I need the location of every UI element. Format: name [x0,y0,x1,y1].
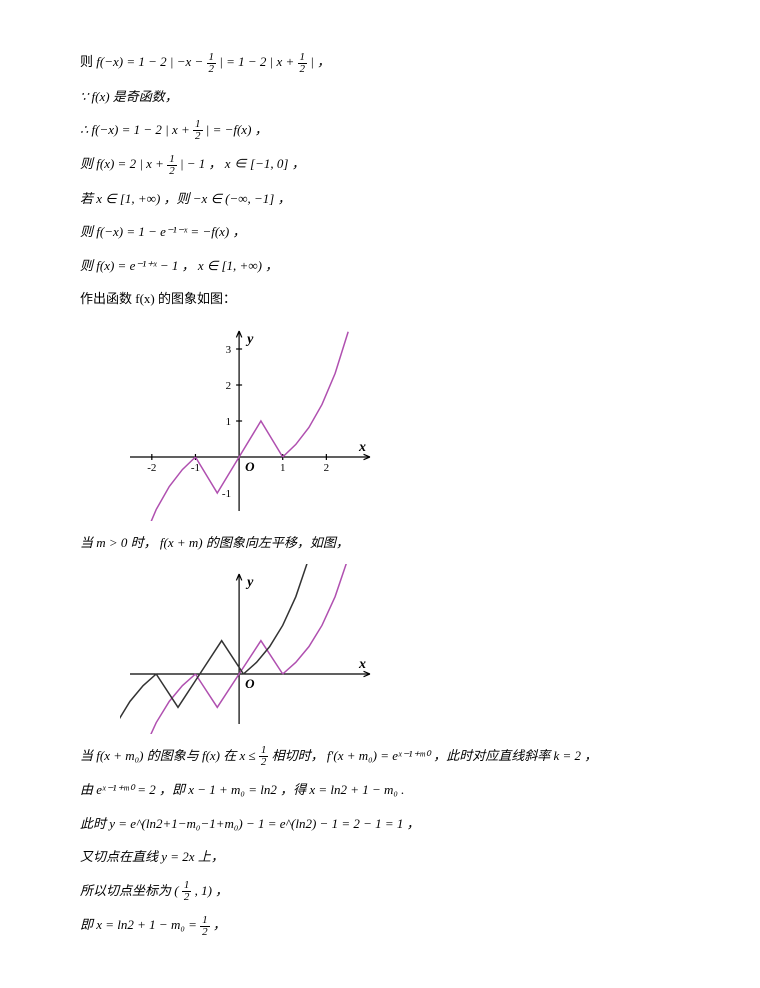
svg-text:x: x [358,440,366,455]
svg-text:3: 3 [226,344,232,356]
t: ∴ f(−x) = 1 − 2 | x + [80,122,193,137]
frac-half: 12 [298,52,308,75]
step-line-7: 则 f(x) = e⁻¹⁺ˣ − 1 ， x ∈ [1, +∞) ， [80,254,680,277]
t: f(−x) = 1 − 2 | −x − [96,54,206,69]
step-line-5: 若 x ∈ [1, +∞) ，则 −x ∈ (−∞, −1] ， [80,187,680,210]
svg-text:-1: -1 [191,462,200,474]
t: ， [210,917,226,932]
frac-half: 12 [259,745,269,768]
step-line-12: 此时 y = e^(ln2+1−m₀−1+m₀) − 1 = e^(ln2) −… [80,812,680,835]
frac-half: 12 [207,52,217,75]
d: 2 [259,757,269,768]
svg-text:1: 1 [280,462,286,474]
text: 则 f(x) = e⁻¹⁺ˣ − 1 ， x ∈ [1, +∞) ， [80,258,278,273]
svg-text:2: 2 [324,462,330,474]
step-line-15: 即 x = ln2 + 1 − m₀ = 12 ， [80,913,680,938]
text: 由 eˣ⁻¹⁺ᵐ⁰ = 2 ，即 x − 1 + m₀ = ln2 ，得 x =… [80,782,404,797]
step-line-2: ∵ f(x) 是奇函数， [80,85,680,108]
step-line-10: 当 f(x + m₀) 的图象与 f(x) 在 x ≤ 12 相切时， f′(x… [80,744,680,769]
n: 1 [298,52,308,64]
math: 则 f(x) = 2 | x + 12 | − 1 ， x ∈ [−1, 0] … [80,156,305,171]
text: ∵ f(x) 是奇函数， [80,89,178,104]
step-line-1: 则 f(−x) = 1 − 2 | −x − 12 | = 1 − 2 | x … [80,50,680,75]
text: 又切点在直线 y = 2x 上， [80,849,224,864]
text: 则 [80,54,96,69]
d: 2 [167,166,177,177]
svg-text:2: 2 [226,380,232,392]
d: 2 [182,892,192,903]
t: 即 x = ln2 + 1 − m₀ = [80,917,200,932]
math: 当 f(x + m₀) 的图象与 f(x) 在 x ≤ 12 相切时， f′(x… [80,748,597,763]
d: 2 [298,64,308,75]
step-line-8: 作出函数 f(x) 的图象如图： [80,287,680,310]
step-line-3: ∴ f(−x) = 1 − 2 | x + 12 | = −f(x) ， [80,118,680,143]
math: ∴ f(−x) = 1 − 2 | x + 12 | = −f(x) ， [80,122,268,137]
t: | − 1 ， x ∈ [−1, 0] ， [177,156,305,171]
frac-half: 12 [200,915,210,938]
svg-text:O: O [245,459,255,474]
frac-half: 12 [182,880,192,903]
d: 2 [200,927,210,938]
svg-text:O: O [245,676,255,691]
step-line-6: 则 f(−x) = 1 − e⁻¹⁻ˣ = −f(x) ， [80,220,680,243]
svg-text:-1: -1 [222,488,231,500]
step-line-11: 由 eˣ⁻¹⁺ᵐ⁰ = 2 ，即 x − 1 + m₀ = ln2 ，得 x =… [80,778,680,801]
frac-half: 12 [167,154,177,177]
function-graph-2: Ox y [120,564,380,734]
t: , 1) ， [191,883,228,898]
text: 作出函数 f(x) 的图象如图： [80,291,236,306]
text: 此时 y = e^(ln2+1−m₀−1+m₀) − 1 = e^(ln2) −… [80,816,420,831]
math: f(−x) = 1 − 2 | −x − 12 | = 1 − 2 | x + … [96,54,330,69]
math: 即 x = ln2 + 1 − m₀ = 12 ， [80,917,226,932]
t: | ， [307,54,330,69]
step-line-9: 当 m > 0 时， f(x + m) 的图象向左平移，如图， [80,531,680,554]
t: | = 1 − 2 | x + [216,54,298,69]
step-line-14: 所以切点坐标为 ( 12 , 1) ， [80,879,680,904]
t: 当 f(x + m₀) 的图象与 f(x) 在 x ≤ [80,748,259,763]
text: 若 x ∈ [1, +∞) ，则 −x ∈ (−∞, −1] ， [80,191,291,206]
function-graph-1: -2 -1 1 2 1 2 3 -1 Ox y [120,321,380,521]
n: 1 [200,915,210,927]
t: 则 f(x) = 2 | x + [80,156,167,171]
step-line-13: 又切点在直线 y = 2x 上， [80,845,680,868]
t: 相切时， f′(x + m₀) = eˣ⁻¹⁺ᵐ⁰ ，此时对应直线斜率 k = … [268,748,597,763]
t: 所以切点坐标为 ( [80,883,182,898]
d: 2 [207,64,217,75]
d: 2 [193,131,203,142]
text: 当 m > 0 时， f(x + m) 的图象向左平移，如图， [80,535,349,550]
t: | = −f(x) ， [203,122,268,137]
svg-text:x: x [358,657,366,672]
svg-text:1: 1 [226,416,232,428]
step-line-4: 则 f(x) = 2 | x + 12 | − 1 ， x ∈ [−1, 0] … [80,152,680,177]
n: 1 [207,52,217,64]
math: 所以切点坐标为 ( 12 , 1) ， [80,883,228,898]
frac-half: 12 [193,119,203,142]
svg-text:-2: -2 [147,462,156,474]
svg-text:y: y [245,575,254,590]
svg-text:y: y [245,332,254,347]
text: 则 f(−x) = 1 − e⁻¹⁻ˣ = −f(x) ， [80,224,246,239]
